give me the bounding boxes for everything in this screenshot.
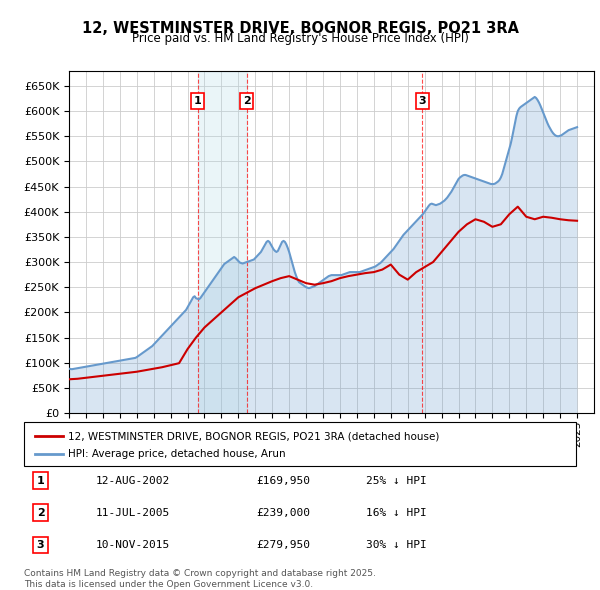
Text: 3: 3 xyxy=(418,96,426,106)
Text: 12, WESTMINSTER DRIVE, BOGNOR REGIS, PO21 3RA: 12, WESTMINSTER DRIVE, BOGNOR REGIS, PO2… xyxy=(82,21,518,35)
Text: £279,950: £279,950 xyxy=(256,540,310,550)
Text: 10-NOV-2015: 10-NOV-2015 xyxy=(96,540,170,550)
Text: 12, WESTMINSTER DRIVE, BOGNOR REGIS, PO21 3RA (detached house): 12, WESTMINSTER DRIVE, BOGNOR REGIS, PO2… xyxy=(68,431,440,441)
Text: £169,950: £169,950 xyxy=(256,476,310,486)
Text: £239,000: £239,000 xyxy=(256,508,310,518)
Bar xyxy=(198,71,247,413)
Text: 2: 2 xyxy=(243,96,251,106)
Text: HPI: Average price, detached house, Arun: HPI: Average price, detached house, Arun xyxy=(68,449,286,458)
Text: Price paid vs. HM Land Registry's House Price Index (HPI): Price paid vs. HM Land Registry's House … xyxy=(131,32,469,45)
Text: 11-JUL-2005: 11-JUL-2005 xyxy=(96,508,170,518)
FancyBboxPatch shape xyxy=(24,422,576,466)
Text: 1: 1 xyxy=(194,96,202,106)
Text: 2: 2 xyxy=(37,508,44,518)
Text: Contains HM Land Registry data © Crown copyright and database right 2025.
This d: Contains HM Land Registry data © Crown c… xyxy=(24,569,376,589)
Text: 25% ↓ HPI: 25% ↓ HPI xyxy=(366,476,427,486)
Text: 30% ↓ HPI: 30% ↓ HPI xyxy=(366,540,427,550)
Text: 12-AUG-2002: 12-AUG-2002 xyxy=(96,476,170,486)
Text: 3: 3 xyxy=(37,540,44,550)
Text: 1: 1 xyxy=(37,476,44,486)
Text: 16% ↓ HPI: 16% ↓ HPI xyxy=(366,508,427,518)
